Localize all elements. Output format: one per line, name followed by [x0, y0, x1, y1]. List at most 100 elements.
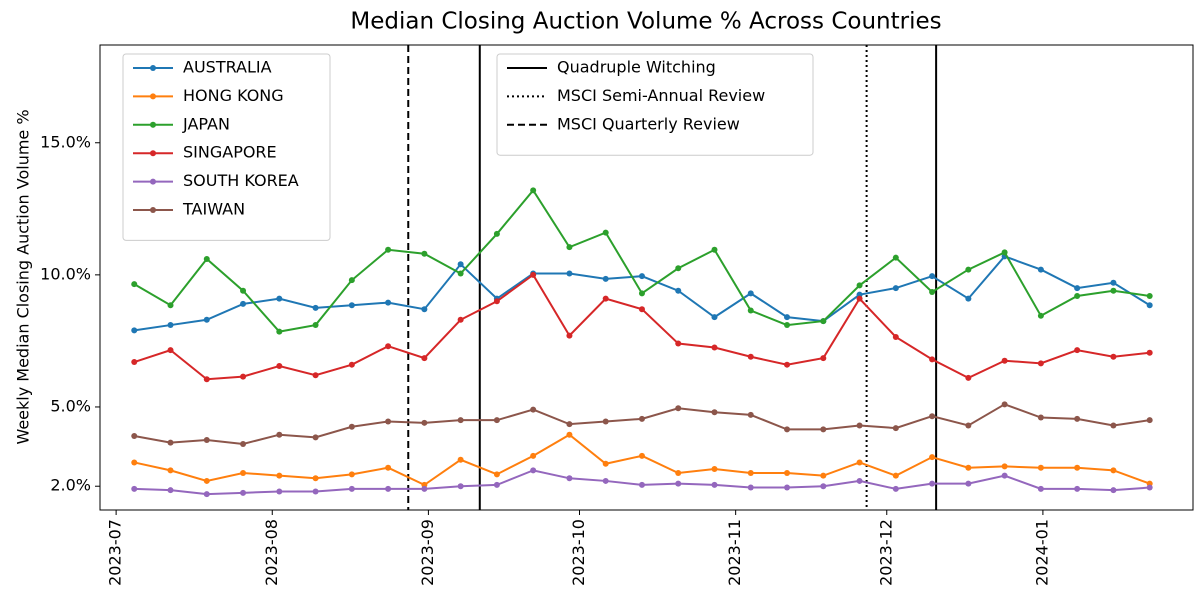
data-point — [348, 471, 355, 478]
y-axis-label: Weekly Median Closing Auction Volume % — [14, 109, 33, 444]
data-point — [1001, 249, 1008, 256]
data-point — [929, 356, 936, 363]
data-point — [675, 405, 682, 412]
data-point — [203, 256, 210, 263]
data-point — [348, 302, 355, 309]
data-point — [602, 229, 609, 236]
data-point — [892, 485, 899, 492]
legend-marker — [150, 121, 156, 128]
data-point — [965, 374, 972, 381]
data-point — [892, 285, 899, 292]
data-point — [675, 470, 682, 477]
data-point — [493, 298, 500, 305]
data-point — [602, 275, 609, 282]
data-point — [1037, 414, 1044, 421]
data-point — [1110, 279, 1117, 286]
y-tick-label: 10.0% — [40, 264, 91, 283]
data-point — [856, 477, 863, 484]
data-point — [747, 484, 754, 491]
data-point — [784, 484, 791, 491]
x-tick-label: 2023-08 — [262, 519, 281, 586]
data-point — [965, 266, 972, 273]
data-point — [1146, 302, 1153, 309]
data-point — [711, 481, 718, 488]
legend-label: AUSTRALIA — [183, 58, 272, 77]
data-point — [312, 488, 319, 495]
data-point — [385, 299, 392, 306]
data-point — [312, 434, 319, 441]
legend-marker — [150, 65, 156, 71]
data-point — [747, 470, 754, 477]
x-tick-label: 2023-12 — [876, 519, 895, 586]
x-tick-label: 2023-10 — [569, 519, 588, 586]
data-point — [747, 353, 754, 360]
data-point — [566, 332, 573, 339]
data-point — [1074, 347, 1081, 354]
legend-label: Quadruple Witching — [557, 58, 716, 77]
legend-label: SOUTH KOREA — [183, 171, 299, 190]
data-point — [856, 282, 863, 289]
data-point — [929, 480, 936, 487]
data-point — [856, 295, 863, 302]
data-point — [929, 454, 936, 461]
data-point — [820, 483, 827, 490]
data-point — [1037, 360, 1044, 367]
data-point — [1146, 484, 1153, 491]
data-point — [1001, 357, 1008, 364]
data-point — [965, 464, 972, 471]
y-tick-label: 2.0% — [50, 476, 91, 495]
data-point — [784, 426, 791, 433]
data-point — [312, 475, 319, 482]
data-point — [421, 419, 428, 426]
legend-marker — [150, 178, 156, 185]
data-point — [276, 363, 283, 370]
data-point — [711, 344, 718, 351]
data-point — [276, 488, 283, 495]
data-point — [167, 467, 174, 474]
x-tick-label: 2024-01 — [1032, 519, 1051, 586]
data-point — [566, 475, 573, 482]
data-point — [530, 187, 537, 194]
data-point — [638, 452, 645, 459]
data-point — [203, 491, 210, 498]
data-point — [1001, 401, 1008, 408]
data-point — [167, 322, 174, 329]
data-point — [493, 417, 500, 424]
data-point — [493, 471, 500, 478]
data-point — [457, 456, 464, 463]
data-point — [240, 440, 247, 447]
data-point — [820, 426, 827, 433]
data-point — [421, 250, 428, 257]
data-point — [167, 347, 174, 354]
data-point — [203, 376, 210, 383]
data-point — [530, 271, 537, 278]
data-point — [566, 421, 573, 428]
data-point — [348, 485, 355, 492]
data-point — [530, 467, 537, 474]
data-point — [1146, 417, 1153, 424]
data-point — [784, 314, 791, 321]
legend-label: HONG KONG — [183, 86, 284, 105]
data-point — [240, 489, 247, 496]
data-point — [1110, 353, 1117, 360]
data-point — [312, 372, 319, 379]
data-point — [1037, 266, 1044, 273]
data-point — [820, 355, 827, 362]
data-point — [276, 431, 283, 438]
legend-marker — [150, 93, 156, 100]
data-point — [131, 485, 138, 492]
data-point — [493, 230, 500, 237]
data-point — [711, 246, 718, 253]
legend-box — [122, 53, 331, 241]
data-point — [421, 485, 428, 492]
data-point — [675, 287, 682, 294]
data-point — [638, 306, 645, 313]
data-point — [457, 270, 464, 277]
x-tick-label: 2023-07 — [106, 519, 125, 586]
data-point — [1037, 464, 1044, 471]
data-point — [965, 422, 972, 429]
data-point — [131, 281, 138, 288]
data-point — [457, 483, 464, 490]
data-point — [892, 425, 899, 432]
data-point — [348, 361, 355, 368]
